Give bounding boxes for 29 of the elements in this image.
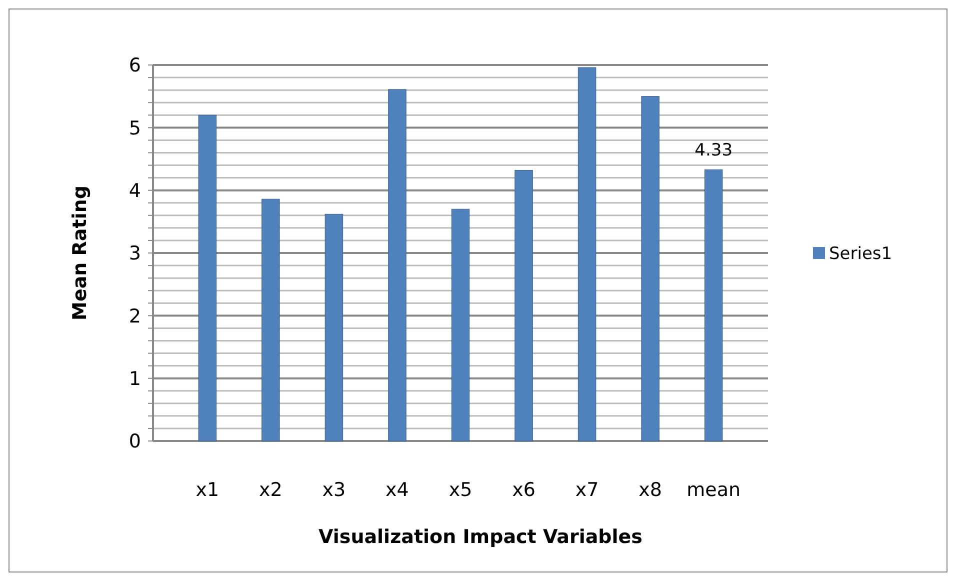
- y-tick-label: 0: [128, 430, 141, 453]
- x-tick-label: x2: [259, 479, 282, 501]
- x-tick-label: mean: [686, 479, 741, 501]
- y-tick-label: 1: [128, 368, 141, 390]
- x-tick-label: x3: [322, 479, 346, 501]
- y-axis-title: Mean Rating: [69, 186, 91, 320]
- bar: [198, 114, 217, 442]
- bar: [262, 198, 280, 442]
- bar: [388, 89, 406, 442]
- x-tick-label: x4: [386, 479, 409, 501]
- bar: [641, 96, 660, 442]
- y-tick-label: 5: [128, 117, 141, 140]
- bar: [451, 208, 470, 442]
- bar: [578, 67, 596, 442]
- y-tick-label: 3: [128, 242, 141, 265]
- y-tick-label: 6: [128, 54, 141, 77]
- x-tick-label: x7: [575, 479, 599, 501]
- x-tick-label: x1: [196, 479, 220, 501]
- y-tick-label: 4: [128, 180, 141, 202]
- x-tick-label: x8: [638, 479, 662, 501]
- bar: [514, 170, 533, 442]
- legend-label: Series1: [829, 244, 892, 264]
- y-tick-label: 2: [128, 305, 141, 328]
- x-tick-label: x6: [512, 479, 536, 501]
- data-label: 4.33: [694, 140, 733, 161]
- x-tick-label: x5: [448, 479, 472, 501]
- bar: [324, 214, 344, 442]
- x-axis-title: Visualization Impact Variables: [318, 526, 642, 548]
- bar: [704, 169, 723, 442]
